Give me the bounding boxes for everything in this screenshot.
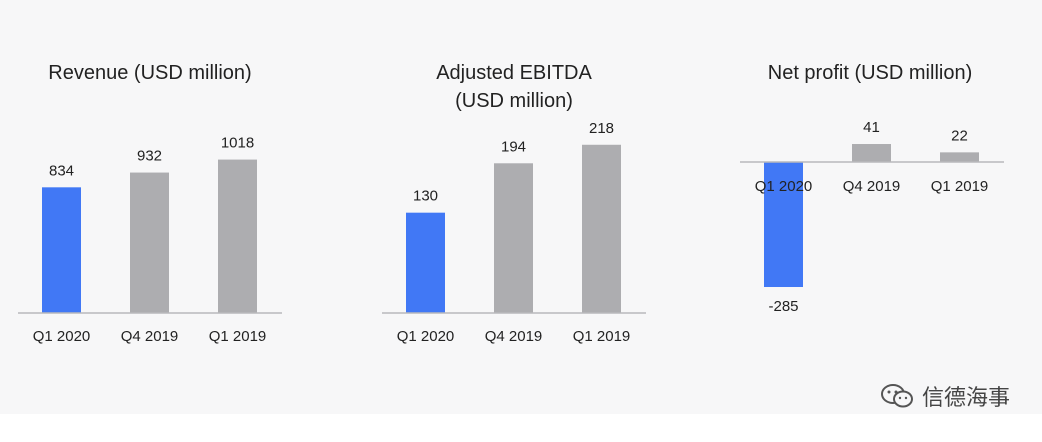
data-label: 194: [501, 138, 526, 155]
tick-label: Q1 2020: [755, 178, 813, 195]
watermark: 信德海事: [880, 380, 1010, 412]
chart-panel-3: Net profit (USD million) -285 Q1 2020 41 Q4 …: [740, 62, 1004, 315]
bar: [406, 212, 445, 313]
tick-label: Q1 2019: [931, 178, 989, 195]
tick-label: Q4 2019: [121, 328, 179, 345]
tick-label: Q4 2019: [485, 328, 543, 345]
data-label: 130: [413, 188, 438, 205]
bar: [42, 187, 81, 313]
chart-panel-2: Adjusted EBITDA (USD million) 130 Q1 2020 19…: [382, 62, 646, 345]
bar: [582, 144, 621, 313]
watermark-text: 信德海事: [921, 386, 1010, 411]
chart-panel-1: Revenue (USD million) 834 Q1 2020 932 Q4 201…: [18, 62, 282, 345]
tick-label: Q1 2019: [573, 328, 631, 345]
wechat-icon: [880, 384, 913, 408]
chart-title: Adjusted EBITDA: [436, 62, 592, 84]
tick-label: Q4 2019: [843, 178, 901, 195]
data-label: 834: [49, 162, 74, 179]
data-label: 41: [863, 119, 880, 136]
bar: [852, 144, 891, 162]
chart-title: Revenue (USD million): [48, 62, 251, 84]
data-label: 932: [137, 148, 162, 165]
bar: [764, 162, 803, 288]
chart-title: (USD million): [455, 90, 573, 112]
data-label: 1018: [221, 135, 254, 152]
data-label: 218: [589, 120, 614, 137]
tick-label: Q1 2020: [397, 328, 455, 345]
tick-label: Q1 2020: [33, 328, 91, 345]
bar: [940, 152, 979, 162]
bar: [494, 163, 533, 313]
data-label: 22: [951, 127, 968, 144]
data-label: -285: [768, 298, 798, 315]
bar: [130, 172, 169, 313]
bar: [218, 159, 257, 313]
chart-title: Net profit (USD million): [768, 62, 972, 84]
tick-label: Q1 2019: [209, 328, 267, 345]
